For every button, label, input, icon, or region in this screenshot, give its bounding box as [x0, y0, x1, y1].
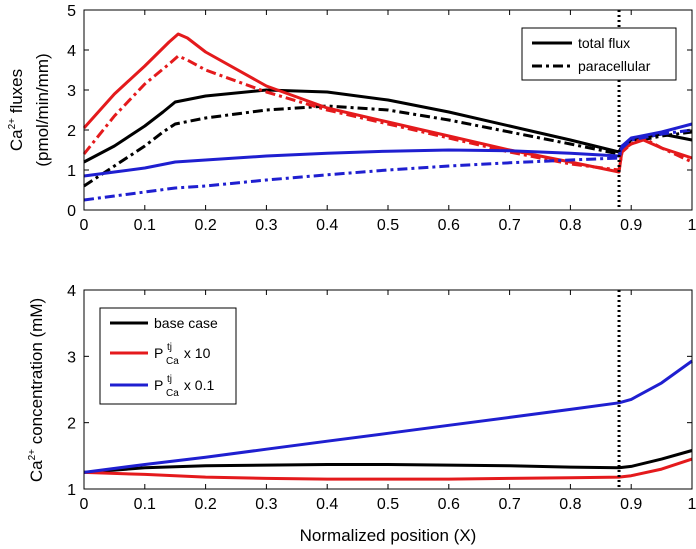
flux-y-ticks: 0 1 2 3 4 5: [67, 3, 692, 220]
flux-x-tick-label: 0: [80, 217, 89, 234]
flux-y-axis-title-line2: (pmol/min/mm): [33, 53, 52, 166]
flux-x-tick-label: 0.2: [194, 217, 216, 234]
flux-legend-box: [521, 27, 677, 81]
flux-y-tick-label: 5: [67, 3, 76, 20]
concentration-y-tick-label: 3: [67, 349, 76, 366]
flux-x-tick-label: 0.4: [316, 217, 338, 234]
concentration-x-ticks: 0 0.1 0.2 0.3 0.4 0.5 0.6 0.7 0.8 0.9 1: [80, 290, 696, 513]
flux-panel: 0 0.1 0.2 0.3 0.4 0.5 0.6 0.7 0.8 0.9 1 0 1 2 3 4 5 Ca2…: [7, 3, 696, 234]
concentration-x-tick-label: 0: [80, 496, 89, 513]
legend-paracellular: paracellular: [578, 58, 651, 74]
concentration-x-tick-label: 0.8: [559, 496, 581, 513]
flux-x-tick-label: 0.6: [438, 217, 460, 234]
concentration-x-tick-label: 0.5: [377, 496, 399, 513]
concentration-y-ticks: 1 2 3 4: [67, 283, 692, 499]
concentration-series-group: [83, 359, 693, 481]
flux-y-axis-title-line1: Ca2+ fluxes: [7, 69, 26, 151]
flux-x-tick-label: 0.3: [255, 217, 277, 234]
flux-x-ticks: 0 0.1 0.2 0.3 0.4 0.5 0.6 0.7 0.8 0.9 1: [80, 10, 696, 234]
flux-x-tick-label: 0.9: [620, 217, 642, 234]
flux-x-tick-label: 0.1: [134, 217, 156, 234]
concentration-y-tick-label: 4: [67, 283, 76, 300]
flux-legend: total flux paracellular: [521, 27, 677, 81]
flux-series-line-5: [83, 128, 693, 202]
concentration-series-line-2: [83, 359, 693, 474]
flux-x-tick-label: 0.8: [559, 217, 581, 234]
flux-series-line-4: [83, 122, 693, 178]
flux-y-tick-label: 3: [67, 83, 76, 100]
flux-y-tick-label: 2: [67, 123, 76, 140]
concentration-y-tick-label: 2: [67, 416, 76, 433]
flux-y-tick-label: 0: [67, 203, 76, 220]
concentration-x-tick-label: 1: [688, 496, 696, 513]
concentration-x-tick-label: 0.2: [194, 496, 216, 513]
concentration-x-tick-label: 0.9: [620, 496, 642, 513]
x-axis-title: Normalized position (X): [300, 526, 477, 545]
concentration-x-tick-label: 0.1: [134, 496, 156, 513]
concentration-x-tick-label: 0.4: [316, 496, 338, 513]
flux-x-tick-label: 0.5: [377, 217, 399, 234]
concentration-x-tick-label: 0.7: [498, 496, 520, 513]
flux-series-group: [82, 32, 693, 202]
concentration-y-axis-title: Ca2+ concentration (mM): [27, 298, 46, 482]
concentration-x-tick-label: 0.6: [438, 496, 460, 513]
flux-series-line-3: [82, 54, 693, 172]
concentration-x-tick-label: 0.3: [255, 496, 277, 513]
concentration-series-line-1: [83, 457, 693, 481]
concentration-y-tick-label: 1: [67, 482, 76, 499]
legend-total-flux: total flux: [578, 35, 630, 51]
legend-base-case: base case: [154, 315, 218, 331]
flux-x-tick-label: 0.7: [498, 217, 520, 234]
flux-y-tick-label: 1: [67, 163, 76, 180]
concentration-panel: 0 0.1 0.2 0.3 0.4 0.5 0.6 0.7 0.8 0.9 1 1 2 3 4 Ca2+ …: [27, 283, 696, 545]
flux-x-tick-label: 1: [688, 217, 696, 234]
concentration-series-line-0: [83, 449, 693, 474]
flux-y-tick-label: 4: [67, 43, 76, 60]
